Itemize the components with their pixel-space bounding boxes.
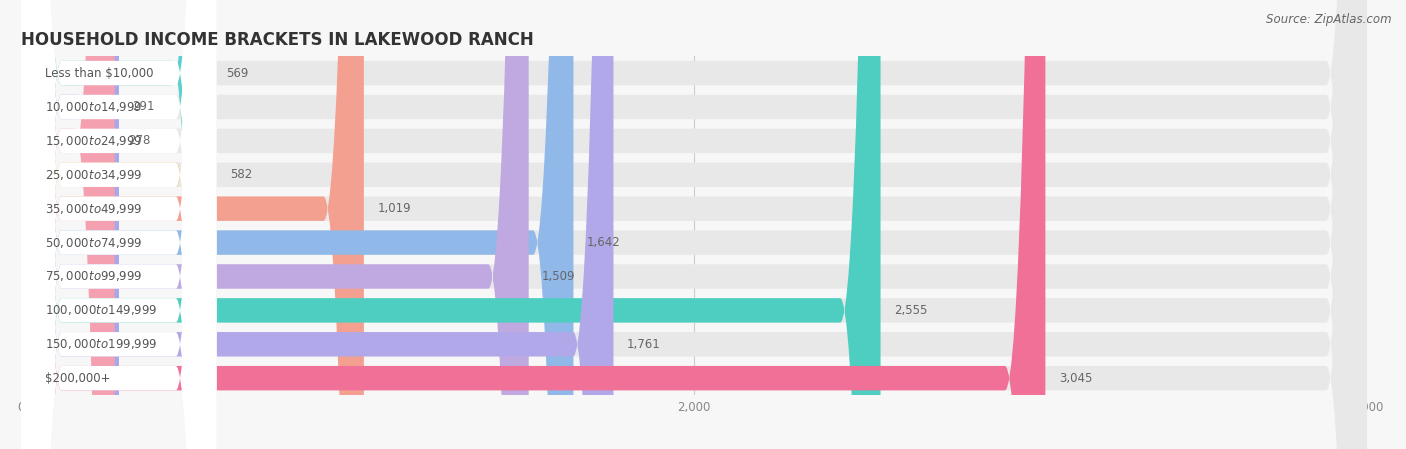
Text: 2,555: 2,555 [894,304,928,317]
Text: 569: 569 [226,66,249,79]
FancyBboxPatch shape [21,0,217,449]
FancyBboxPatch shape [21,0,880,449]
Text: $50,000 to $74,999: $50,000 to $74,999 [45,236,142,250]
Text: $15,000 to $24,999: $15,000 to $24,999 [45,134,142,148]
Text: Source: ZipAtlas.com: Source: ZipAtlas.com [1267,13,1392,26]
FancyBboxPatch shape [21,0,1367,449]
Text: 1,019: 1,019 [377,202,411,215]
FancyBboxPatch shape [21,0,217,449]
Text: 582: 582 [231,168,253,181]
Text: HOUSEHOLD INCOME BRACKETS IN LAKEWOOD RANCH: HOUSEHOLD INCOME BRACKETS IN LAKEWOOD RA… [21,31,534,49]
FancyBboxPatch shape [21,0,1367,449]
FancyBboxPatch shape [21,0,217,449]
FancyBboxPatch shape [21,0,217,449]
Text: 1,509: 1,509 [543,270,575,283]
FancyBboxPatch shape [21,0,217,449]
FancyBboxPatch shape [21,0,364,449]
Text: 1,642: 1,642 [586,236,620,249]
Text: 3,045: 3,045 [1059,372,1092,385]
Text: 291: 291 [132,101,155,114]
FancyBboxPatch shape [21,0,574,449]
FancyBboxPatch shape [21,0,217,449]
FancyBboxPatch shape [21,0,529,449]
FancyBboxPatch shape [21,0,212,449]
FancyBboxPatch shape [21,0,1367,449]
FancyBboxPatch shape [21,0,1367,449]
Text: $35,000 to $49,999: $35,000 to $49,999 [45,202,142,216]
Text: 1,761: 1,761 [627,338,661,351]
FancyBboxPatch shape [21,0,1367,449]
FancyBboxPatch shape [21,0,217,449]
Text: $10,000 to $14,999: $10,000 to $14,999 [45,100,142,114]
FancyBboxPatch shape [21,0,217,449]
Text: $25,000 to $34,999: $25,000 to $34,999 [45,168,142,182]
Text: $200,000+: $200,000+ [45,372,110,385]
FancyBboxPatch shape [21,0,1367,449]
FancyBboxPatch shape [21,0,115,449]
FancyBboxPatch shape [21,0,120,449]
Text: Less than $10,000: Less than $10,000 [45,66,153,79]
Text: $150,000 to $199,999: $150,000 to $199,999 [45,337,157,351]
FancyBboxPatch shape [21,0,217,449]
FancyBboxPatch shape [21,0,1367,449]
FancyBboxPatch shape [21,0,1367,449]
Text: $100,000 to $149,999: $100,000 to $149,999 [45,304,157,317]
FancyBboxPatch shape [21,0,217,449]
Text: 278: 278 [128,134,150,147]
FancyBboxPatch shape [21,0,217,449]
FancyBboxPatch shape [21,0,1046,449]
FancyBboxPatch shape [21,0,613,449]
FancyBboxPatch shape [21,0,1367,449]
Text: $75,000 to $99,999: $75,000 to $99,999 [45,269,142,283]
FancyBboxPatch shape [21,0,1367,449]
